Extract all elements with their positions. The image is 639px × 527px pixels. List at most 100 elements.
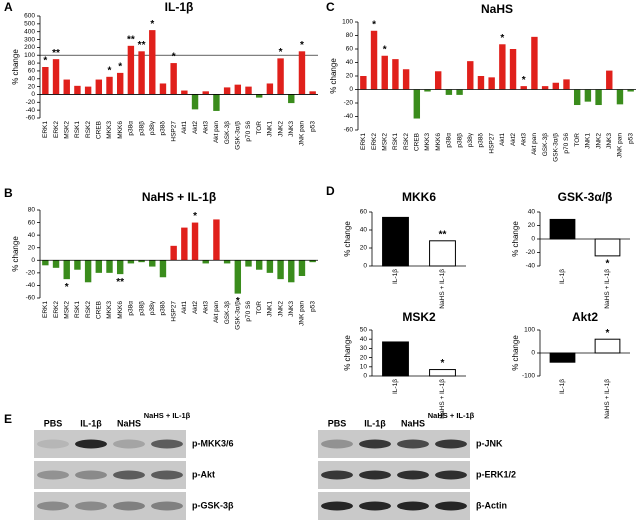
- bar: [520, 86, 527, 90]
- y-tick-label: -20: [344, 100, 354, 107]
- blot-band: [359, 470, 391, 480]
- bar: [191, 94, 199, 110]
- panel-letter: D: [326, 184, 335, 198]
- x-tick-label: JNK pan: [299, 121, 306, 146]
- x-tick-label: GSK-3α/β: [235, 121, 242, 150]
- panel-letter: E: [4, 412, 12, 426]
- y-axis-label: % change: [11, 49, 20, 85]
- bar: [509, 49, 517, 90]
- lane-label: IL-1β: [364, 418, 386, 428]
- y-tick-label: 20: [346, 73, 354, 80]
- bar: [616, 89, 624, 105]
- y-tick-label: 0: [363, 373, 367, 380]
- significance-label: *: [172, 52, 176, 63]
- x-tick-label: NaHS + IL-1β: [604, 379, 611, 419]
- y-tick-label: 20: [360, 354, 368, 361]
- bar: [266, 260, 274, 273]
- lane-label: NaHS + IL-1β: [144, 411, 191, 420]
- chart-title: MKK6: [402, 190, 436, 204]
- bar: [84, 86, 92, 95]
- panel-letter: B: [4, 186, 13, 200]
- bar: [74, 85, 81, 95]
- bar: [499, 44, 506, 90]
- x-tick-label: MKK3: [424, 133, 431, 151]
- x-tick-label: HSP27: [170, 121, 177, 142]
- y-tick-label: 50: [360, 327, 368, 334]
- bar: [309, 260, 316, 263]
- x-tick-label: MKK6: [117, 301, 124, 319]
- x-tick-label: TOR: [574, 133, 581, 147]
- bar: [42, 260, 49, 266]
- bar: [52, 260, 60, 268]
- protein-label: β-Actin: [476, 500, 507, 510]
- bar: [298, 260, 306, 276]
- x-tick-label: JNK1: [585, 133, 592, 149]
- y-tick-label: -60: [344, 127, 354, 134]
- bar: [213, 219, 220, 261]
- x-tick-label: p38α: [128, 121, 135, 136]
- x-tick-label: p70 S6: [245, 301, 252, 322]
- bar: [159, 260, 167, 278]
- lane-label: PBS: [44, 418, 63, 428]
- significance-label: *: [441, 358, 445, 369]
- bar: [594, 238, 621, 257]
- x-tick-label: IL-1β: [559, 379, 566, 394]
- x-tick-label: GSK-3α/β: [553, 133, 560, 162]
- bar: [277, 260, 284, 280]
- bar: [223, 260, 231, 264]
- x-tick-label: Akt1: [181, 121, 188, 134]
- bar: [202, 91, 209, 95]
- blot-band: [397, 439, 429, 449]
- y-tick-label: 0: [31, 91, 35, 98]
- y-tick-label: -20: [526, 249, 536, 256]
- bar: [84, 260, 92, 283]
- blot-band: [321, 501, 353, 511]
- significance-label: **: [116, 277, 124, 288]
- bar: [149, 30, 156, 95]
- significance-label: *: [522, 75, 526, 86]
- blot-band: [113, 439, 145, 449]
- y-tick-label: 20: [28, 83, 36, 90]
- blot-band: [75, 470, 107, 480]
- bar: [402, 69, 410, 90]
- significance-label: **: [439, 229, 447, 240]
- bar: [170, 245, 177, 261]
- x-tick-label: JNK1: [267, 301, 274, 317]
- x-tick-label: p53: [309, 121, 316, 132]
- bar: [52, 59, 60, 95]
- chart-title: NaHS: [481, 2, 513, 16]
- blot-band: [435, 501, 467, 511]
- y-tick-label: 0: [31, 257, 35, 264]
- x-tick-label: Akt pan: [213, 121, 220, 143]
- chart-title: IL-1β: [165, 0, 194, 14]
- bar: [116, 72, 124, 95]
- x-tick-label: ERK1: [42, 301, 49, 318]
- bar: [245, 86, 252, 95]
- y-tick-label: -20: [26, 99, 36, 106]
- lane-label: NaHS + IL-1β: [428, 411, 475, 420]
- blot-band: [397, 501, 429, 511]
- x-tick-label: RSK1: [74, 121, 81, 138]
- y-tick-label: 500: [24, 21, 35, 28]
- bar: [392, 59, 399, 90]
- bar: [63, 79, 70, 95]
- x-tick-label: MKK3: [106, 121, 113, 139]
- blot-band: [151, 501, 183, 511]
- x-tick-label: JNK1: [267, 121, 274, 137]
- x-tick-label: p38β: [138, 121, 145, 136]
- x-tick-label: JNK2: [277, 301, 284, 317]
- chart-title: NaHS + IL-1β: [142, 190, 216, 204]
- y-tick-label: -40: [26, 282, 36, 289]
- x-tick-label: CREB: [96, 301, 103, 319]
- lane-label: NaHS: [117, 418, 141, 428]
- bar: [381, 55, 388, 90]
- x-tick-label: p38δ: [160, 121, 167, 136]
- x-tick-label: MSK2: [63, 121, 70, 139]
- y-axis-label: % change: [511, 221, 520, 257]
- significance-label: **: [52, 48, 60, 59]
- panel-letter: C: [326, 0, 335, 14]
- bar: [234, 260, 242, 294]
- bar: [191, 222, 199, 261]
- y-tick-label: 60: [360, 209, 368, 216]
